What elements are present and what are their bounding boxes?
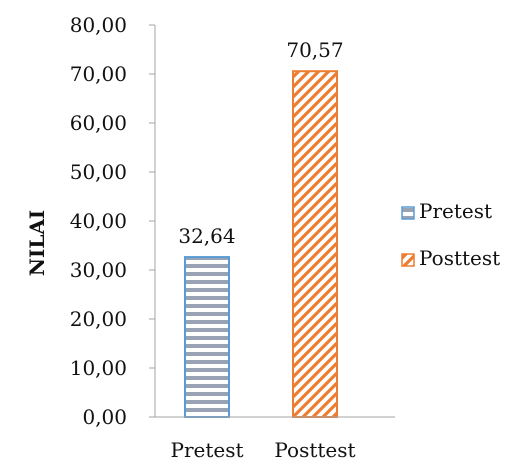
y-axis: 0,00 10,00 20,00 30,00 40,00 50,00 60,00 70,00 8… xyxy=(70,13,156,429)
y-tick-label: 10,00 xyxy=(70,356,127,380)
data-labels: 32,64 70,57 xyxy=(178,38,343,248)
data-label-pretest: 32,64 xyxy=(178,224,235,248)
y-tick-label: 30,00 xyxy=(70,258,127,282)
y-tick-label: 70,00 xyxy=(70,62,127,86)
x-axis: Pretest Posttest xyxy=(155,416,395,462)
y-axis-title: NILAI xyxy=(25,210,49,277)
legend-swatch-pretest xyxy=(401,206,415,220)
y-tick-label: 20,00 xyxy=(70,307,127,331)
legend-label-posttest: Posttest xyxy=(419,246,500,270)
legend: Pretest Posttest xyxy=(401,199,500,270)
y-tick-label: 50,00 xyxy=(70,160,127,184)
data-label-posttest: 70,57 xyxy=(286,38,343,62)
y-tick-label: 40,00 xyxy=(70,209,127,233)
legend-swatch-posttest xyxy=(401,253,415,267)
bar-pretest xyxy=(184,256,230,418)
y-tick-label: 0,00 xyxy=(82,405,127,429)
x-tick-label: Posttest xyxy=(274,438,355,462)
y-tick-label: 60,00 xyxy=(70,111,127,135)
legend-label-pretest: Pretest xyxy=(419,199,492,223)
y-tick-label: 80,00 xyxy=(70,13,127,37)
x-tick-label: Pretest xyxy=(170,438,243,462)
bar-posttest xyxy=(292,70,338,418)
bars xyxy=(184,70,338,418)
